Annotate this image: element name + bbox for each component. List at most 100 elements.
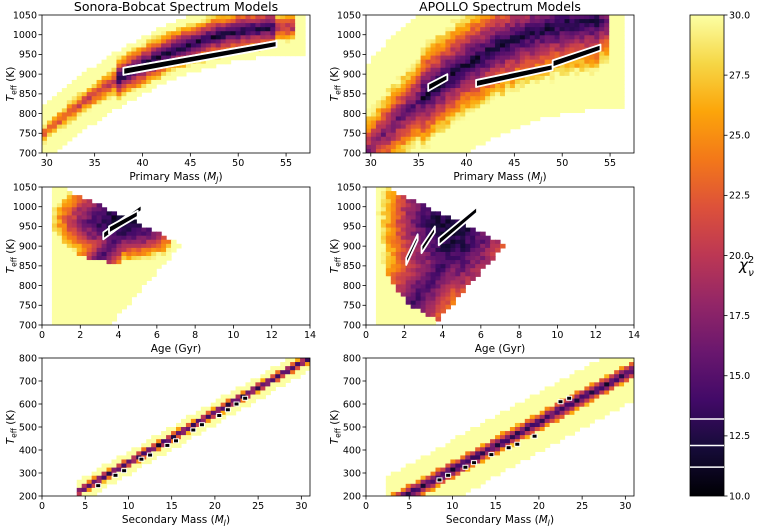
heat-cell xyxy=(500,63,506,69)
heat-cell xyxy=(465,475,471,481)
heat-cell xyxy=(176,427,182,432)
heat-cell xyxy=(295,370,301,375)
heat-cell xyxy=(549,108,556,114)
heat-cell xyxy=(111,308,118,314)
heat-cell xyxy=(470,243,476,249)
heat-cell xyxy=(614,39,620,45)
heat-cell xyxy=(490,463,496,469)
heat-cell xyxy=(86,100,93,105)
heat-cell xyxy=(460,108,466,114)
heat-cell xyxy=(375,55,382,61)
heat-cell xyxy=(385,47,392,53)
heat-cell xyxy=(66,300,73,306)
heat-cell xyxy=(51,235,58,241)
heat-cell xyxy=(81,227,88,233)
heat-cell xyxy=(445,23,451,28)
heat-cell xyxy=(579,88,585,93)
heat-cell xyxy=(395,260,402,265)
heat-cell xyxy=(495,435,501,440)
heat-cell xyxy=(220,406,227,412)
heat-cell xyxy=(375,51,382,57)
heat-cell xyxy=(280,362,286,367)
heat-cell xyxy=(609,27,615,32)
heat-cell xyxy=(589,362,595,367)
heat-cell xyxy=(390,140,397,146)
heat-cell xyxy=(230,31,237,36)
heat-cell xyxy=(210,402,217,408)
heat-cell xyxy=(66,227,73,233)
heat-cell xyxy=(76,88,83,93)
heat-cell xyxy=(146,55,152,61)
heat-cell xyxy=(420,320,427,325)
heat-cell xyxy=(240,23,247,28)
heat-cell xyxy=(61,108,68,114)
heat-cell xyxy=(81,296,88,302)
heat-cell xyxy=(544,402,551,408)
heat-cell xyxy=(101,272,108,277)
heat-cell xyxy=(210,35,217,40)
heat-cell xyxy=(101,100,108,105)
heat-cell xyxy=(490,92,496,97)
x-tick-label: 15 xyxy=(166,501,178,512)
heat-cell xyxy=(146,235,152,241)
heat-cell xyxy=(544,443,551,448)
heat-cell xyxy=(385,235,392,241)
heat-cell xyxy=(450,447,456,452)
heat-cell xyxy=(131,251,137,257)
heat-cell xyxy=(495,100,501,105)
heat-cell xyxy=(569,35,576,40)
heat-cell xyxy=(390,88,397,93)
heat-cell xyxy=(56,195,63,200)
heat-cell xyxy=(146,88,152,93)
heat-cell xyxy=(300,23,306,28)
heat-cell xyxy=(589,390,595,396)
heat-cell xyxy=(61,203,68,208)
heat-cell xyxy=(480,422,486,428)
heat-cell xyxy=(106,104,113,109)
heat-cell xyxy=(86,308,93,314)
colorbar-label: χ2 ν xyxy=(738,255,754,279)
heat-cell xyxy=(500,112,506,118)
heat-cell xyxy=(280,374,286,379)
heat-cell xyxy=(544,71,551,77)
heat-cell xyxy=(385,308,392,314)
heat-cell xyxy=(106,304,113,310)
heat-cell xyxy=(210,406,217,412)
heat-cell xyxy=(579,406,585,412)
heat-cell xyxy=(300,39,306,45)
heat-cell xyxy=(629,382,634,388)
heat-cell xyxy=(395,195,402,200)
heat-cell xyxy=(210,15,217,20)
heat-cell xyxy=(534,63,541,69)
x-tick-label: 40 xyxy=(460,158,472,169)
heat-cell xyxy=(405,312,412,318)
heat-cell xyxy=(66,92,73,97)
heat-cell xyxy=(509,418,516,424)
heat-cell xyxy=(455,451,461,457)
heat-cell xyxy=(200,63,207,69)
heat-cell xyxy=(430,243,437,249)
heat-cell xyxy=(121,300,127,306)
heat-cell xyxy=(470,231,476,237)
heat-cell xyxy=(380,187,387,192)
heat-cell xyxy=(300,27,306,32)
heat-cell xyxy=(490,71,496,77)
heat-cell xyxy=(420,312,427,318)
heat-cell xyxy=(460,63,466,69)
heat-cell xyxy=(136,39,142,45)
heat-cell xyxy=(121,471,127,477)
heat-cell xyxy=(56,239,63,245)
heat-cell xyxy=(210,39,217,45)
heat-cell xyxy=(430,120,437,126)
heat-cell xyxy=(430,320,437,325)
heat-cell xyxy=(455,260,461,265)
heat-cell xyxy=(420,27,427,32)
heat-cell xyxy=(614,71,620,77)
heat-cell xyxy=(66,243,73,249)
heat-cell xyxy=(445,116,451,122)
heat-cell xyxy=(111,243,118,249)
heat-cell xyxy=(574,79,580,85)
heat-cell xyxy=(440,100,446,105)
heat-cell xyxy=(544,410,551,416)
heat-cell xyxy=(465,39,471,45)
